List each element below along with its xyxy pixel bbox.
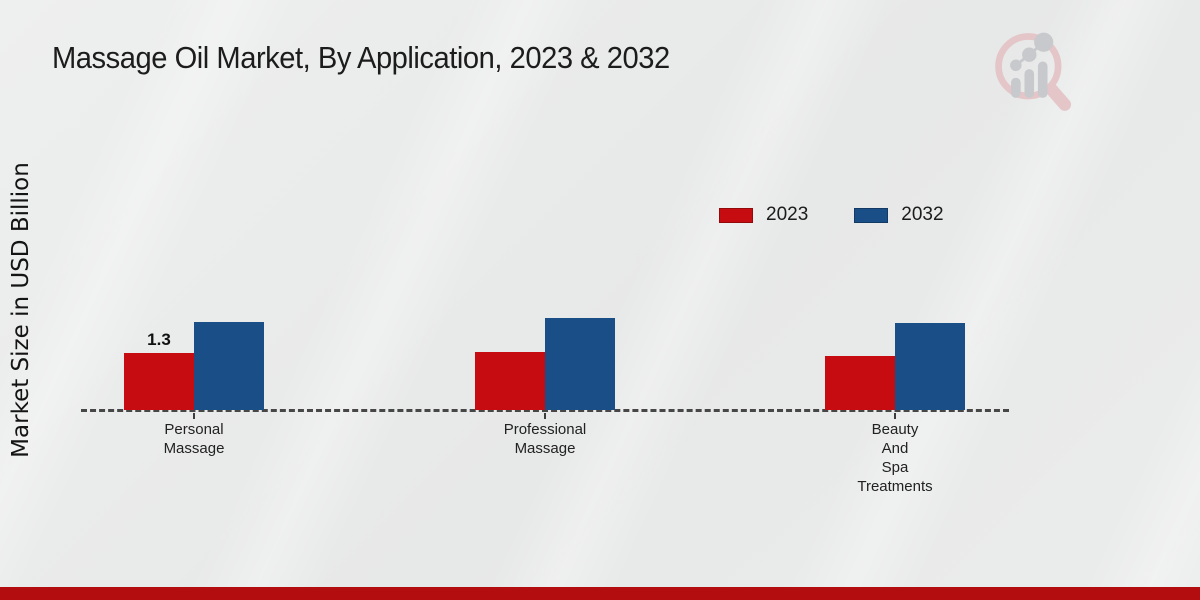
market-research-future-logo-icon — [995, 32, 1072, 111]
legend-item-2032: 2032 — [854, 204, 944, 226]
legend-label: 2023 — [766, 204, 809, 225]
footer-accent-bar — [0, 587, 1200, 600]
legend-swatch — [719, 207, 753, 223]
bar-2023-group2 — [475, 352, 545, 410]
bar-2023-group1 — [124, 353, 194, 410]
category-label: Beauty And Spa Treatments — [857, 421, 933, 495]
x-axis-tick — [894, 413, 896, 419]
legend: 2023 2032 — [719, 204, 944, 226]
legend-label: 2032 — [901, 204, 944, 225]
category-label: Personal Massage — [163, 421, 225, 457]
category-label: Professional Massage — [503, 421, 587, 457]
bar-2032-group3 — [895, 323, 965, 410]
bar-2023-group3 — [825, 356, 895, 410]
x-axis-baseline — [81, 409, 1009, 412]
legend-swatch — [854, 207, 889, 223]
bar-value-label: 1.3 — [147, 330, 171, 349]
chart-title: Massage Oil Market, By Application, 2023… — [52, 40, 670, 75]
x-axis-tick — [544, 413, 546, 419]
bar-2032-group2 — [545, 318, 615, 410]
x-axis-tick — [193, 413, 195, 419]
legend-item-2023: 2023 — [719, 204, 808, 226]
bar-2032-group1 — [194, 322, 264, 410]
